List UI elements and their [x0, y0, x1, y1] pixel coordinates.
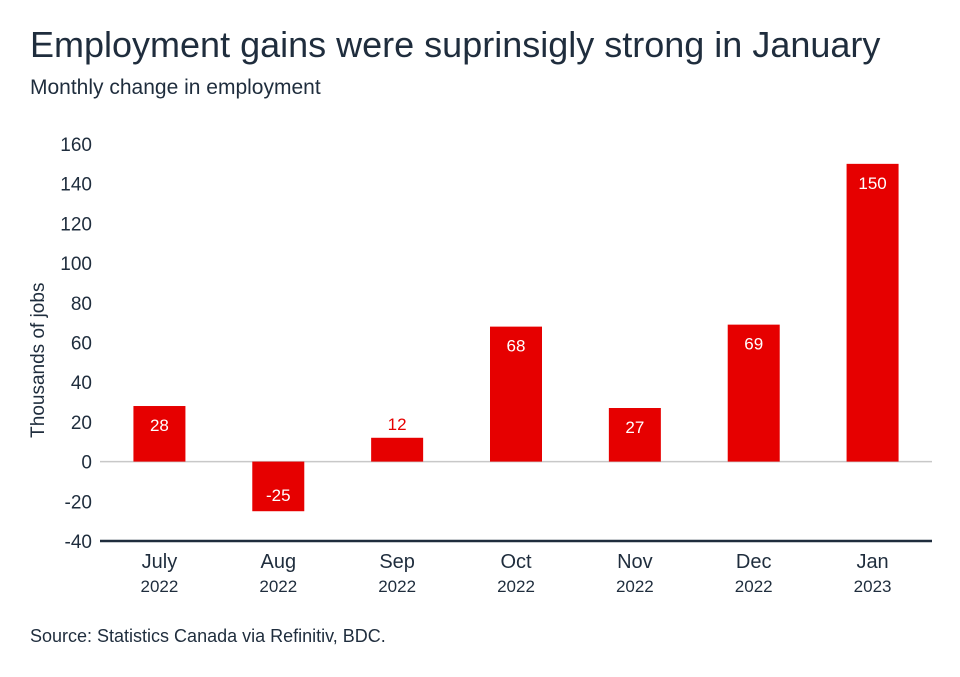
chart-subtitle: Monthly change in employment [30, 76, 321, 99]
data-label: 27 [625, 418, 644, 437]
x-tick-year: 2022 [735, 577, 773, 596]
chart-title: Employment gains were suprinsigly strong… [30, 24, 881, 65]
bar-sep [371, 437, 424, 462]
y-tick-label: 80 [71, 294, 92, 315]
x-tick-year: 2022 [259, 577, 297, 596]
x-tick-year: 2022 [616, 577, 654, 596]
data-label: 69 [744, 335, 763, 354]
x-tick-year: 2023 [854, 577, 892, 596]
x-tick-year: 2022 [497, 577, 535, 596]
y-tick-label: -20 [65, 492, 92, 513]
x-tick-year: 2022 [141, 577, 179, 596]
y-tick-label: 140 [60, 175, 92, 196]
bar-dec [727, 324, 780, 462]
x-tick-label: Oct [500, 551, 532, 573]
data-label: 28 [150, 416, 169, 435]
bar-oct [490, 326, 542, 462]
data-label: 150 [858, 174, 886, 193]
y-axis-title: Thousands of jobs [28, 283, 49, 438]
y-tick-label: 160 [60, 135, 92, 156]
y-tick-label: -40 [65, 532, 92, 553]
y-tick-label: 120 [60, 214, 92, 235]
y-tick-label: 20 [71, 413, 92, 434]
bar-jan [846, 163, 899, 462]
x-tick-year: 2022 [378, 577, 416, 596]
y-tick-label: 60 [71, 334, 92, 355]
y-tick-label: 40 [71, 373, 92, 394]
x-tick-label: July [142, 551, 178, 573]
x-tick-label: Sep [379, 551, 415, 573]
x-tick-label: Jan [856, 551, 888, 573]
source-note: Source: Statistics Canada via Refinitiv,… [30, 626, 386, 646]
data-label: 12 [388, 415, 407, 434]
bar-aug [252, 461, 305, 512]
y-tick-label: 0 [81, 453, 92, 474]
y-tick-label: 100 [60, 254, 92, 275]
bar-july [133, 406, 186, 462]
data-label: 68 [507, 337, 526, 356]
data-label: -25 [266, 486, 291, 505]
x-tick-label: Aug [260, 551, 296, 573]
x-tick-label: Nov [617, 551, 653, 573]
x-tick-label: Dec [736, 551, 772, 573]
bar-nov [608, 408, 661, 462]
